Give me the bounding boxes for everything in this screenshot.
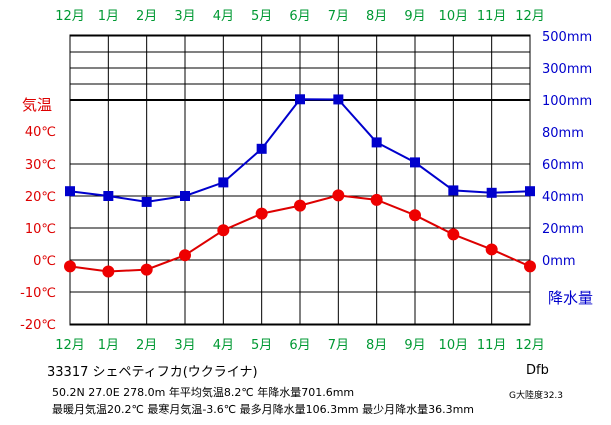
precipitation-tick-label: 100mm	[542, 94, 592, 109]
precipitation-point	[333, 94, 344, 105]
month-label-bottom: 11月	[477, 338, 507, 353]
month-label-top: 10月	[439, 9, 469, 24]
koppen-class: Dfb	[526, 363, 549, 378]
month-label-top: 8月	[366, 9, 387, 24]
month-label-bottom: 2月	[136, 338, 157, 353]
temperature-point	[140, 263, 153, 276]
month-label-bottom: 12月	[55, 338, 85, 353]
precipitation-tick-label: 0mm	[542, 254, 576, 269]
precipitation-point	[295, 94, 305, 105]
temperature-point	[447, 228, 460, 241]
temperature-point	[217, 224, 230, 237]
station-summary-line2: 最暖月気温20.2℃ 最寒月気温-3.6℃ 最多月降水量106.3mm 最少月降…	[52, 403, 474, 416]
temperature-point	[294, 199, 306, 212]
month-labels-bottom: 12月 1月 2月 3月 4月 5月 6月 7月 8月 9月 10月 11月 12月	[55, 338, 545, 353]
temperature-axis: -20℃ -10℃ 0℃ 10℃ 20℃ 30℃ 40℃ 気温	[20, 96, 56, 333]
station-summary-line1: 50.2N 27.0E 278.0m 年平均気温8.2℃ 年降水量701.6mm	[52, 386, 355, 399]
month-label-bottom: 9月	[404, 338, 425, 353]
continentality-index: G大陸度32.3	[509, 391, 564, 401]
temperature-axis-label: 気温	[22, 96, 52, 114]
precipitation-point	[103, 191, 114, 201]
temperature-series	[64, 189, 536, 278]
chart-grid	[69, 34, 531, 326]
precipitation-point	[65, 186, 75, 197]
temperature-tick-label: 0℃	[33, 254, 56, 269]
temperature-point	[370, 193, 383, 206]
precipitation-point	[525, 186, 535, 197]
climate-chart: 12月 1月 2月 3月 4月 5月 6月 7月 8月 9月 10月 11月 12月 12月 1月 2月 3月…	[20, 9, 593, 353]
month-label-top: 12月	[515, 9, 545, 24]
temperature-point	[64, 260, 76, 273]
precipitation-tick-label: 20mm	[542, 222, 584, 237]
precipitation-tick-label: 60mm	[542, 158, 584, 173]
temperature-tick-label: 40℃	[25, 125, 56, 140]
month-label-bottom: 7月	[328, 338, 349, 353]
temperature-point	[409, 209, 421, 222]
month-label-bottom: 12月	[515, 338, 545, 353]
month-label-top: 4月	[213, 9, 234, 24]
month-label-top: 11月	[477, 9, 507, 24]
precipitation-tick-label: 500mm	[542, 30, 592, 45]
month-label-bottom: 1月	[98, 338, 119, 353]
temperature-tick-label: -20℃	[20, 318, 56, 333]
month-label-top: 6月	[289, 9, 310, 24]
month-label-top: 2月	[136, 9, 157, 24]
month-label-top: 3月	[174, 9, 195, 24]
month-label-bottom: 4月	[213, 338, 234, 353]
month-label-top: 1月	[98, 9, 119, 24]
temperature-point	[332, 189, 345, 202]
temperature-point	[524, 260, 536, 273]
temperature-tick-label: 20℃	[25, 190, 56, 205]
month-label-bottom: 8月	[366, 338, 387, 353]
precipitation-point	[371, 137, 382, 148]
precipitation-series	[65, 94, 535, 207]
precipitation-point	[410, 157, 420, 168]
plot-frame	[69, 34, 531, 326]
precipitation-tick-label: 300mm	[542, 62, 592, 77]
precipitation-axis-label: 降水量	[548, 289, 593, 307]
temperature-tick-label: -10℃	[20, 286, 56, 301]
precipitation-tick-label: 40mm	[542, 190, 584, 205]
precipitation-tick-label: 80mm	[542, 126, 584, 141]
precipitation-point	[218, 177, 229, 188]
month-labels-top: 12月 1月 2月 3月 4月 5月 6月 7月 8月 9月 10月 11月 12月	[55, 9, 545, 24]
month-label-bottom: 6月	[289, 338, 310, 353]
month-label-top: 7月	[328, 9, 349, 24]
temperature-point	[102, 265, 115, 278]
precipitation-point	[448, 185, 459, 196]
station-name: 33317 シェペティフカ(ウクライナ)	[47, 365, 258, 380]
month-label-bottom: 10月	[439, 338, 469, 353]
month-label-bottom: 3月	[174, 338, 195, 353]
precipitation-point	[180, 191, 190, 201]
month-label-bottom: 5月	[251, 338, 272, 353]
precipitation-point	[256, 143, 267, 154]
precipitation-point	[486, 187, 497, 198]
month-label-top: 12月	[55, 9, 85, 24]
month-label-top: 9月	[404, 9, 425, 24]
precipitation-axis: 0mm 20mm 40mm 60mm 80mm 100mm 300mm 500mm 降水量	[542, 30, 593, 307]
temperature-tick-label: 10℃	[25, 222, 56, 237]
precipitation-point	[141, 196, 152, 207]
temperature-tick-label: 30℃	[25, 158, 56, 173]
month-label-top: 5月	[251, 9, 272, 24]
temperature-point	[179, 249, 191, 262]
temperature-point	[255, 207, 268, 220]
temperature-point	[485, 243, 498, 256]
